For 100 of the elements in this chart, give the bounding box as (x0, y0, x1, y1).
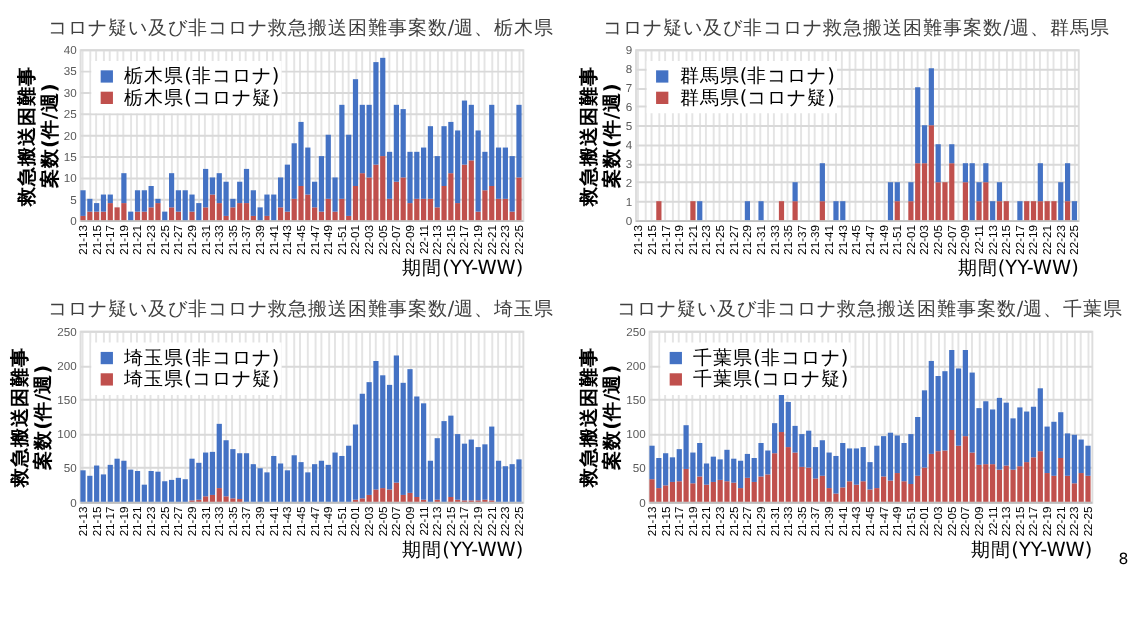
bar (990, 201, 996, 221)
bar (461, 164, 468, 221)
legend-label: 群馬県(非コロナ) (679, 64, 835, 89)
bar (1030, 457, 1037, 502)
bar (1037, 201, 1043, 221)
bar (983, 163, 989, 183)
bar (1010, 469, 1016, 502)
chart-title: コロナ疑い及び非コロナ救急搬送困難事案数/週、栃木県 (47, 15, 555, 40)
bar (935, 144, 941, 183)
bar (1024, 411, 1030, 463)
bar (332, 452, 338, 502)
bar (894, 435, 900, 474)
bar (731, 482, 737, 502)
bar (915, 475, 921, 502)
bar (1044, 201, 1050, 221)
bar (860, 481, 866, 502)
bar (175, 477, 181, 502)
legend-label: 栃木県(コロナ疑) (124, 85, 280, 110)
bar (380, 156, 386, 221)
bar (203, 496, 209, 502)
bar (697, 442, 703, 477)
bar (1030, 201, 1037, 221)
bar (502, 466, 508, 502)
bar (724, 481, 730, 502)
x-axis-title: 期間(YY-WW) (957, 256, 1079, 281)
bar (216, 203, 222, 221)
bar (121, 460, 127, 502)
bar (291, 455, 297, 502)
bar (100, 194, 107, 212)
bar (87, 198, 93, 212)
bar (128, 469, 134, 502)
bar (1037, 451, 1043, 502)
bar (833, 493, 839, 502)
bar (121, 203, 127, 221)
bar (489, 426, 495, 501)
bar (427, 126, 434, 199)
bar (516, 459, 522, 502)
bar (935, 451, 941, 502)
bar (758, 442, 764, 477)
bar (853, 448, 859, 485)
bar (990, 464, 996, 502)
bar (80, 215, 86, 221)
bar (80, 190, 86, 216)
bar (778, 432, 785, 502)
bar (860, 447, 866, 482)
bar (318, 460, 325, 502)
bar (887, 432, 894, 481)
bar (792, 182, 798, 202)
bar (223, 181, 229, 216)
bar (983, 464, 989, 502)
bar (697, 201, 703, 221)
bar (393, 482, 399, 502)
bar (94, 203, 100, 212)
bar (908, 182, 914, 202)
bar (840, 487, 846, 502)
bar (134, 471, 141, 502)
bar (237, 453, 243, 500)
bar (1064, 201, 1071, 221)
bar (414, 198, 420, 221)
legend-label: 栃木県(非コロナ) (124, 64, 280, 89)
bar (414, 151, 420, 199)
bar (448, 415, 454, 497)
bar (237, 203, 243, 221)
bar (339, 198, 345, 221)
bar (1085, 475, 1091, 502)
bar (894, 201, 900, 221)
bar (846, 481, 853, 502)
bar (908, 483, 914, 502)
bar (421, 198, 427, 221)
bar (737, 460, 744, 489)
bar (819, 163, 825, 202)
bar (710, 481, 716, 502)
bar (427, 198, 434, 221)
bar (710, 456, 716, 482)
bar (264, 194, 270, 216)
bar (915, 163, 921, 221)
bar (928, 68, 934, 126)
bar (962, 182, 969, 221)
bar (380, 488, 386, 502)
bar (717, 479, 723, 502)
bar (697, 476, 703, 502)
bar (189, 194, 195, 212)
bar (969, 163, 975, 221)
chart-title: コロナ疑い及び非コロナ救急搬送困難事案数/週、埼玉県 (47, 297, 555, 322)
bar (114, 458, 120, 502)
bar (407, 492, 413, 502)
bar (121, 173, 127, 204)
bar (683, 468, 689, 502)
bar (1017, 407, 1023, 467)
bar (819, 475, 825, 502)
bar (649, 479, 655, 502)
bar (298, 186, 304, 221)
bar (1003, 465, 1009, 502)
bar (271, 455, 277, 502)
bar (669, 481, 676, 502)
bar (393, 181, 399, 221)
bar (669, 457, 676, 482)
bar (901, 481, 907, 502)
bar (366, 494, 372, 502)
bar (758, 476, 764, 502)
